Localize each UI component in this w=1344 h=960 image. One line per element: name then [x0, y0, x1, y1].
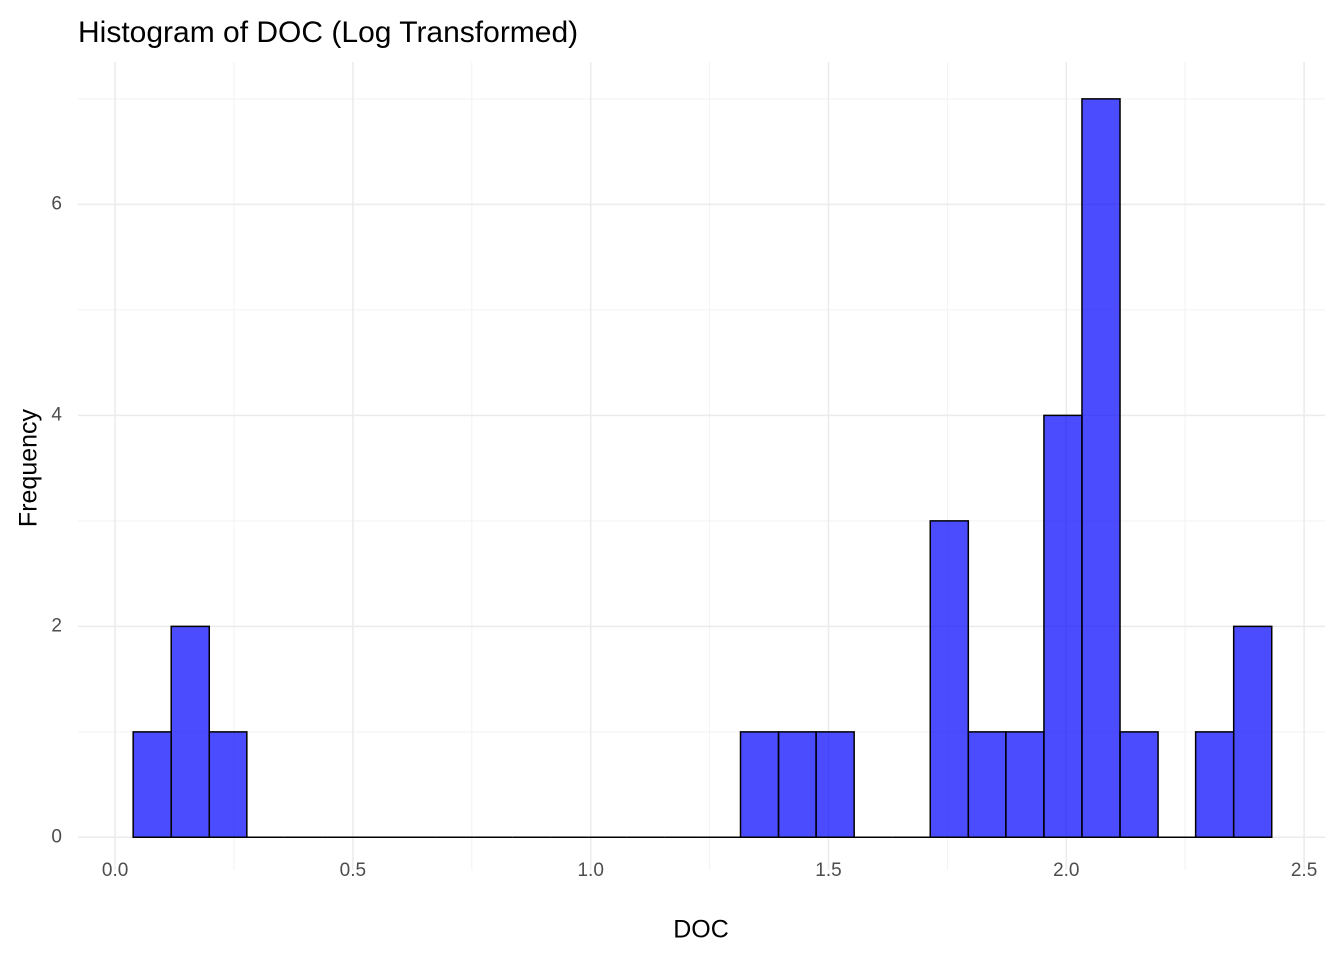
bar — [777, 731, 817, 839]
bar — [1005, 731, 1045, 839]
bar — [739, 731, 780, 839]
y-tick-label: 0 — [51, 826, 62, 847]
y-tick-label: 4 — [51, 404, 62, 425]
bar — [1232, 625, 1273, 839]
y-tick-label: 6 — [51, 193, 62, 214]
x-tick-label: 2.0 — [1053, 860, 1079, 881]
bar — [967, 731, 1007, 839]
bar — [132, 731, 172, 839]
x-tick-label: 1.5 — [815, 860, 841, 881]
x-tick-label: 0.5 — [340, 860, 366, 881]
x-tick-label: 2.5 — [1291, 860, 1317, 881]
x-tick-label: 0.0 — [102, 860, 128, 881]
bar — [929, 520, 970, 839]
y-axis-title: Frequency — [15, 408, 43, 527]
bar — [1043, 414, 1083, 839]
x-tick-label: 1.0 — [577, 860, 603, 881]
bar — [815, 731, 855, 839]
x-axis-title: DOC — [673, 916, 729, 944]
chart-title: Histogram of DOC (Log Transformed) — [78, 16, 578, 49]
bar — [1081, 98, 1121, 839]
bar — [208, 731, 248, 839]
bar — [1194, 731, 1235, 839]
bar — [170, 625, 211, 839]
bar — [1119, 731, 1159, 839]
y-tick-label: 2 — [51, 615, 62, 636]
